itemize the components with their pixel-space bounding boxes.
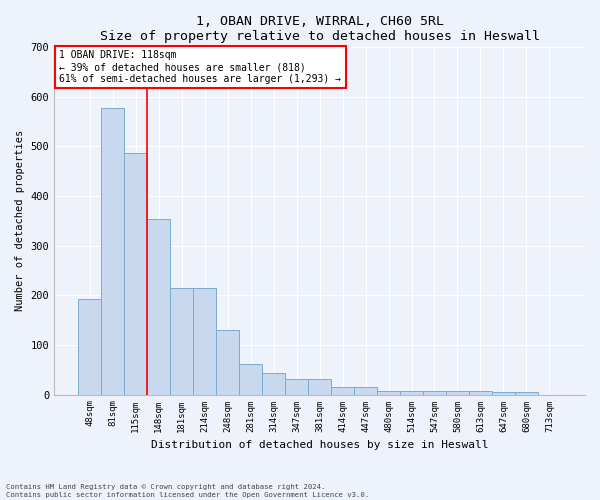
Bar [492, 392, 515, 394]
Text: Contains HM Land Registry data © Crown copyright and database right 2024.
Contai: Contains HM Land Registry data © Crown c… [6, 484, 369, 498]
Bar [515, 392, 538, 394]
X-axis label: Distribution of detached houses by size in Heswall: Distribution of detached houses by size … [151, 440, 488, 450]
Bar [78, 299, 101, 394]
Bar [124, 152, 147, 394]
Bar [216, 330, 239, 394]
Bar [446, 390, 469, 394]
Bar [469, 390, 492, 394]
Bar [239, 364, 262, 394]
Bar [308, 379, 331, 394]
Bar [354, 387, 377, 394]
Bar [101, 108, 124, 395]
Bar [377, 390, 400, 394]
Bar [147, 219, 170, 394]
Bar [262, 372, 285, 394]
Text: 1 OBAN DRIVE: 118sqm
← 39% of detached houses are smaller (818)
61% of semi-deta: 1 OBAN DRIVE: 118sqm ← 39% of detached h… [59, 50, 341, 84]
Title: 1, OBAN DRIVE, WIRRAL, CH60 5RL
Size of property relative to detached houses in : 1, OBAN DRIVE, WIRRAL, CH60 5RL Size of … [100, 15, 539, 43]
Bar [400, 390, 423, 394]
Bar [285, 379, 308, 394]
Y-axis label: Number of detached properties: Number of detached properties [15, 130, 25, 312]
Bar [423, 390, 446, 394]
Bar [193, 288, 216, 395]
Bar [331, 387, 354, 394]
Bar [170, 288, 193, 395]
